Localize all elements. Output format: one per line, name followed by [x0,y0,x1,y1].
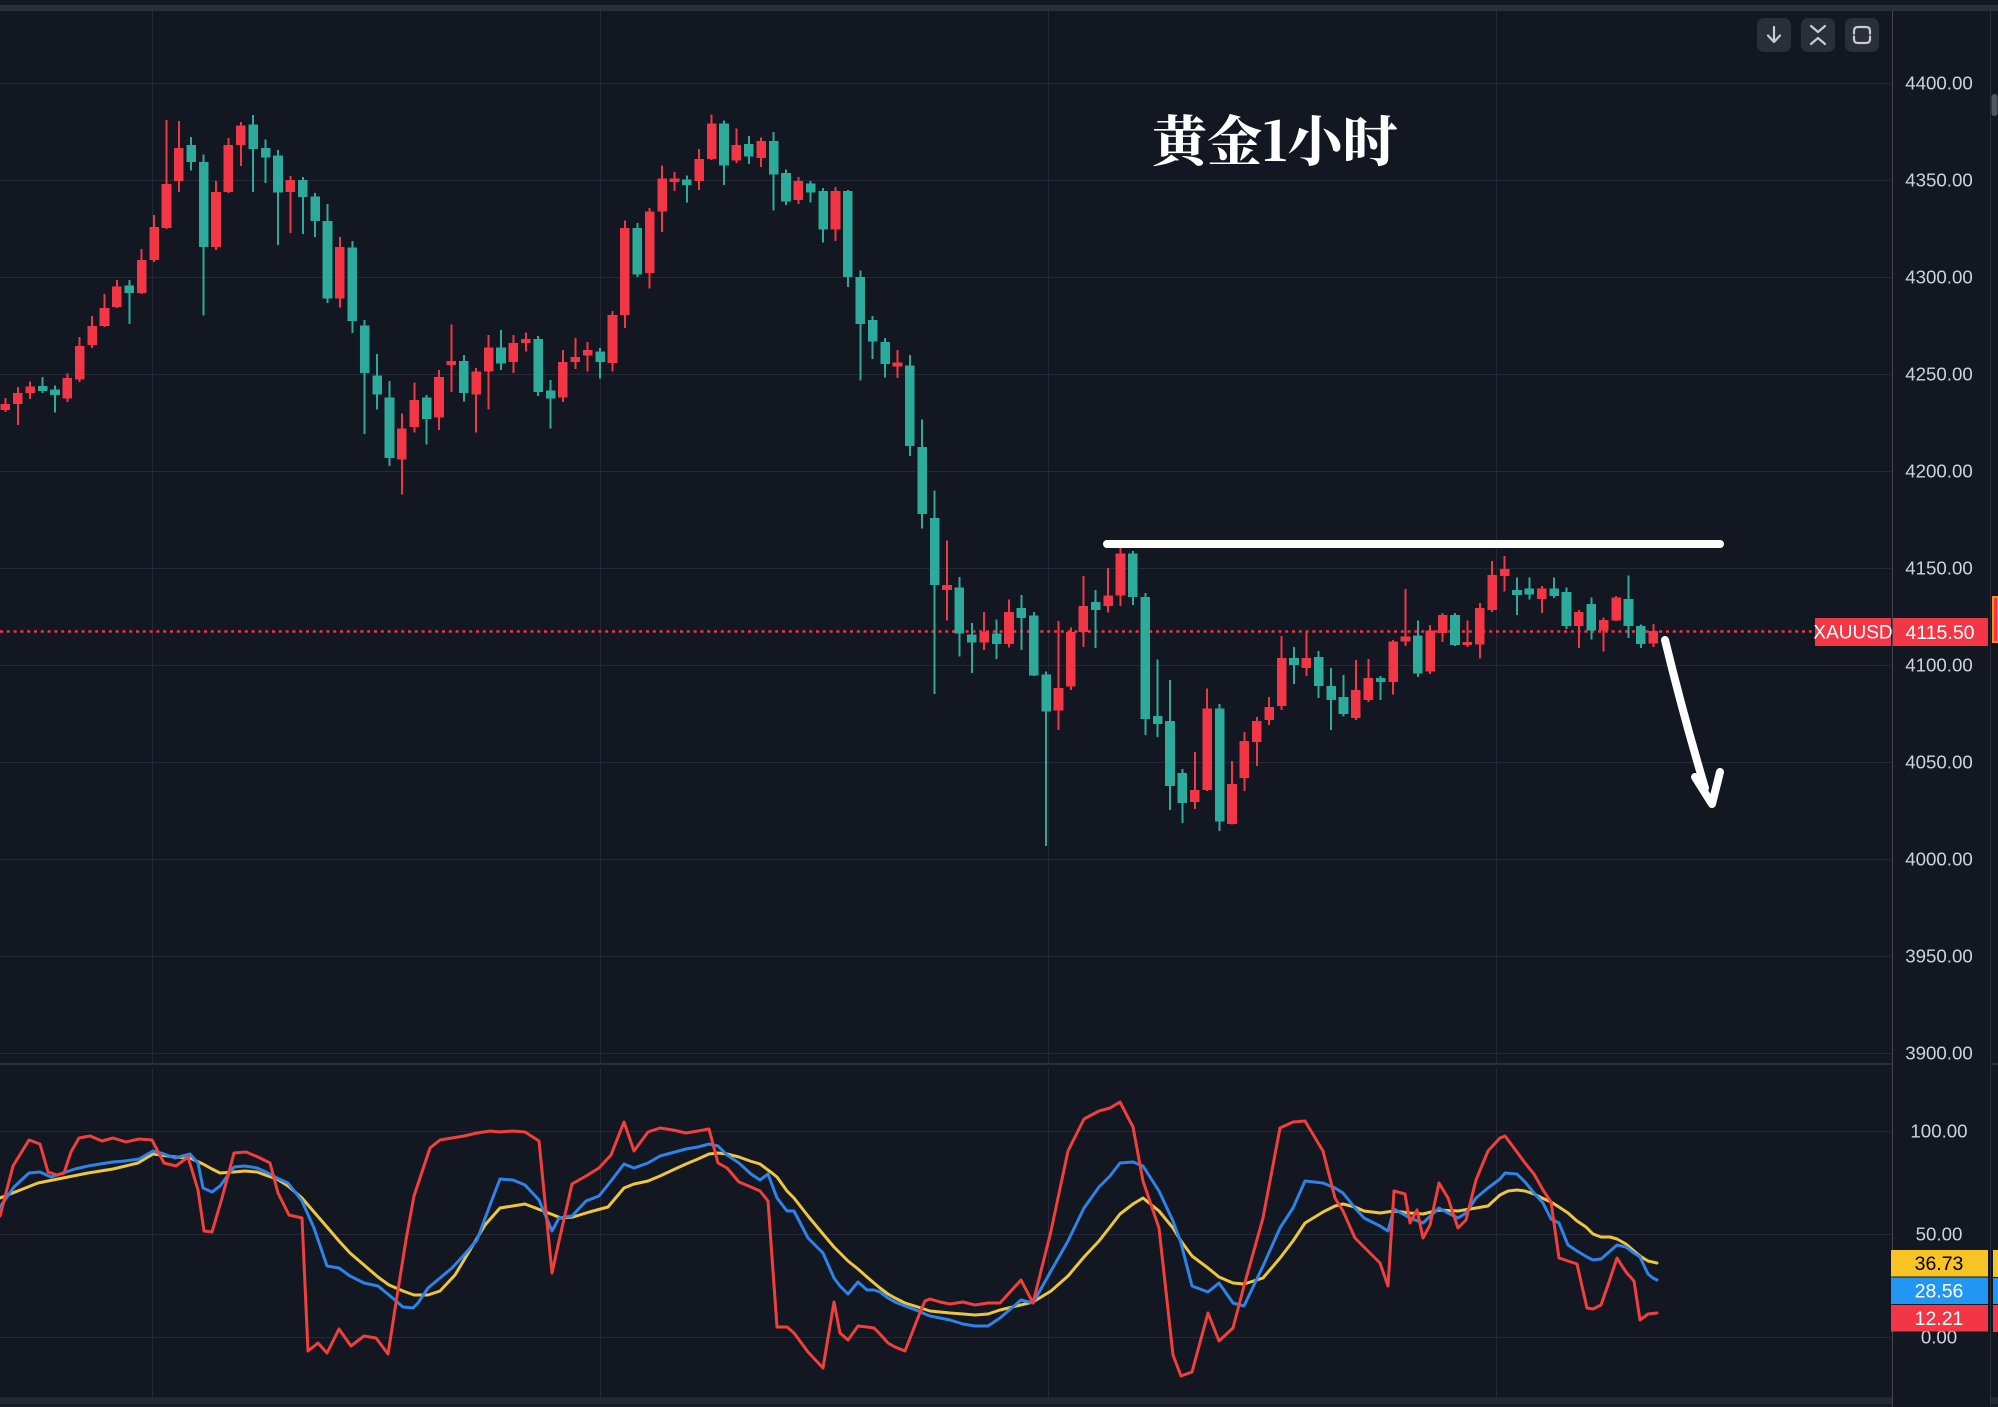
svg-text:3900.00: 3900.00 [1905,1043,1973,1064]
svg-text:4300.00: 4300.00 [1905,267,1973,288]
svg-text:36.73: 36.73 [1915,1253,1964,1275]
svg-text:50.00: 50.00 [1916,1224,1963,1245]
svg-text:4200.00: 4200.00 [1905,461,1973,482]
svg-text:4250.00: 4250.00 [1905,364,1973,385]
svg-text:4115.50: 4115.50 [1905,622,1974,644]
svg-text:0.00: 0.00 [1921,1327,1957,1348]
svg-text:4050.00: 4050.00 [1905,752,1973,773]
svg-text:28.56: 28.56 [1915,1281,1964,1303]
svg-text:100.00: 100.00 [1910,1121,1967,1142]
svg-text:12.21: 12.21 [1915,1308,1964,1330]
svg-text:4400.00: 4400.00 [1905,73,1973,94]
svg-text:4350.00: 4350.00 [1905,170,1973,191]
svg-text:4000.00: 4000.00 [1905,849,1973,870]
svg-text:4100.00: 4100.00 [1905,655,1973,676]
svg-text:4150.00: 4150.00 [1905,558,1973,579]
svg-text:3950.00: 3950.00 [1905,946,1973,967]
svg-text:XAUUSD: XAUUSD [1813,623,1892,644]
